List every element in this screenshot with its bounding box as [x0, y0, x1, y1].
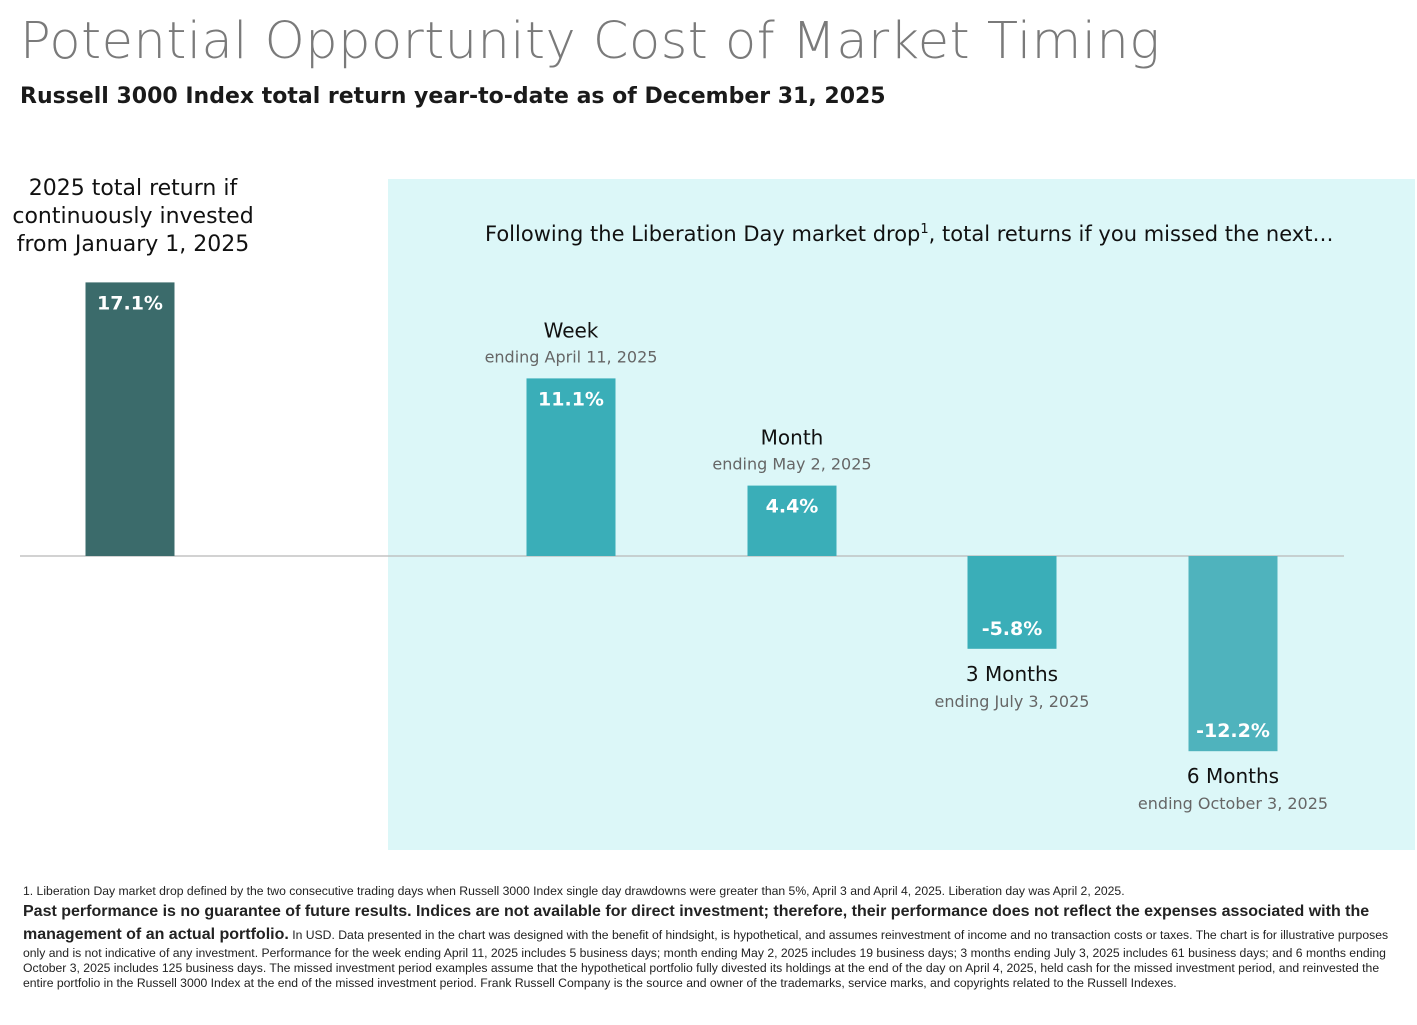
bar-value-label-1: 11.1%	[538, 388, 604, 410]
disclaimer: Past performance is no guarantee of futu…	[23, 900, 1393, 991]
continuous-investment-label: 2025 total return if continuously invest…	[10, 175, 256, 259]
bar-category-label-1: Week	[544, 318, 599, 342]
left-label-line-1: 2025 total return if	[28, 176, 238, 201]
footnote-marker: 1	[920, 222, 929, 237]
bar-category-label-2: Month	[761, 426, 824, 450]
bar-period-label-2: ending May 2, 2025	[712, 455, 871, 474]
panel-heading-text: Following the Liberation Day market drop	[485, 222, 921, 246]
disclaimer-text: In USD. Data presented in the chart was …	[23, 928, 1389, 990]
footnote-1: 1. Liberation Day market drop defined by…	[23, 884, 1125, 898]
bar-4	[1188, 556, 1278, 752]
bar-1	[526, 378, 616, 556]
panel-heading: Following the Liberation Day market drop…	[485, 222, 1333, 246]
left-label-line-3: from January 1, 2025	[16, 232, 250, 257]
bar-period-label-3: ending July 3, 2025	[935, 692, 1090, 711]
bar-value-label-4: -12.2%	[1196, 720, 1270, 742]
bar-2	[747, 485, 837, 556]
disclaimer-bold: Past performance is no guarantee of futu…	[23, 903, 1370, 943]
left-label-line-2: continuously invested	[12, 204, 254, 229]
bar-period-label-4: ending October 3, 2025	[1138, 794, 1328, 813]
panel-heading-text-end: , total returns if you missed the next…	[928, 222, 1334, 246]
bar-period-label-1: ending April 11, 2025	[485, 347, 658, 366]
bar-value-label-2: 4.4%	[766, 496, 819, 518]
bar-value-label-0: 17.1%	[97, 292, 163, 314]
page-title: Potential Opportunity Cost of Market Tim…	[20, 12, 1161, 71]
bar-category-label-3: 3 Months	[966, 662, 1058, 686]
footnotes: 1. Liberation Day market drop defined by…	[23, 884, 1393, 991]
page-subtitle: Russell 3000 Index total return year-to-…	[20, 84, 886, 109]
bar-0	[85, 282, 175, 556]
bar-value-label-3: -5.8%	[982, 618, 1043, 640]
bar-category-label-4: 6 Months	[1187, 764, 1279, 788]
bar-3	[967, 556, 1057, 649]
returns-bar-chart: 17.1% 11.1% Week ending April 11, 2025 4.4% M…	[20, 282, 1344, 813]
